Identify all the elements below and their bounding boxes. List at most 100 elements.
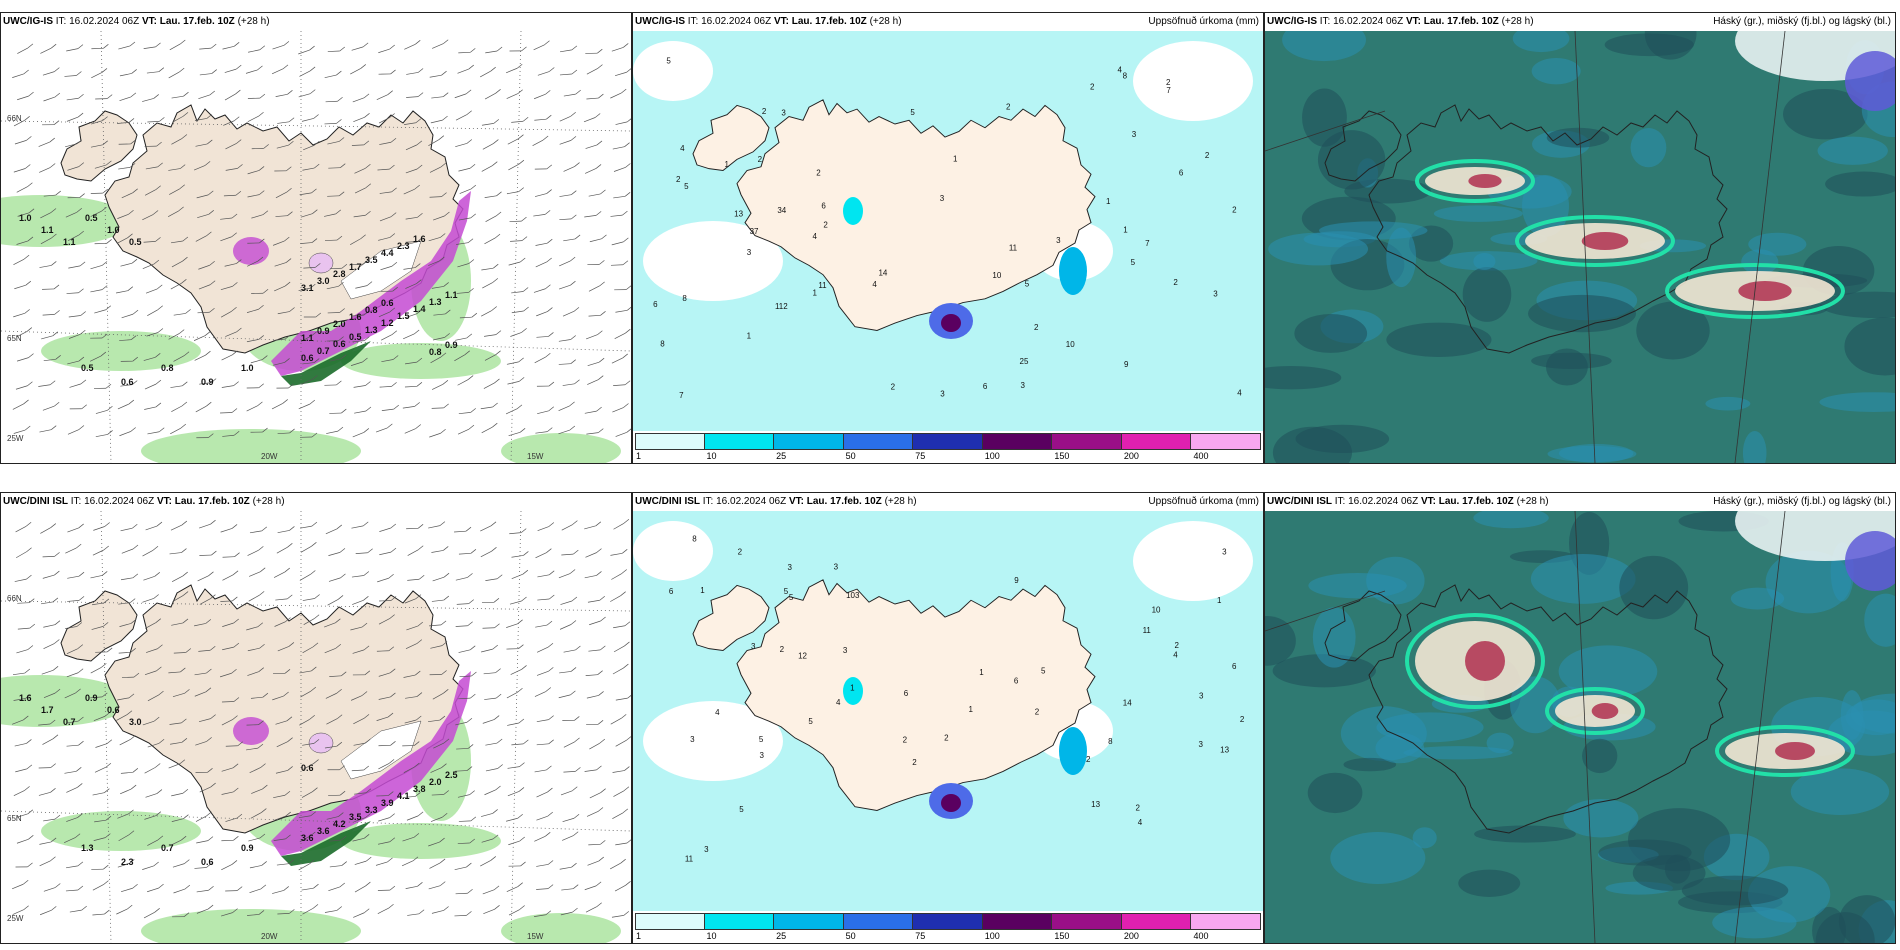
precip-total-label: 7 <box>1145 239 1150 248</box>
colorbar: 1 10 25 50 75 100 150 200 400 <box>635 433 1261 461</box>
wind-barb <box>353 113 370 123</box>
colorbar-swatch <box>843 913 914 930</box>
wind-barb <box>479 66 496 78</box>
boundary-line <box>1574 31 1596 463</box>
wind-barb <box>407 909 425 916</box>
wind-barb <box>585 670 603 676</box>
wind-barb <box>224 89 241 101</box>
wind-barb <box>433 309 451 316</box>
wind-barb <box>195 768 213 773</box>
wind-barb <box>563 645 581 653</box>
wind-barb <box>66 112 84 122</box>
wind-barb <box>430 812 448 822</box>
wind-barb <box>94 239 112 245</box>
panel-variable: Uppsöfnuð úrkoma (mm) <box>1148 496 1259 507</box>
precip-value-label: 0.6 <box>333 339 346 349</box>
wind-barb <box>95 94 113 100</box>
wind-barb <box>246 622 264 631</box>
low-cloud-patch <box>1294 314 1368 353</box>
precip-total-label: 37 <box>750 227 759 236</box>
precip-total-label: 1 <box>968 705 973 714</box>
low-cloud-patch <box>1302 88 1347 147</box>
wind-barb <box>431 282 449 289</box>
wind-barb <box>536 739 554 746</box>
wind-barb <box>301 375 318 385</box>
high-cloud-edge <box>1715 725 1855 777</box>
wind-barb <box>247 910 265 916</box>
wind-barb <box>196 433 214 439</box>
wind-barb <box>64 767 82 774</box>
wind-barb <box>199 594 216 605</box>
wind-barb <box>588 840 606 846</box>
wind-barb <box>561 520 578 531</box>
wind-barb <box>483 668 501 675</box>
wind-barb <box>537 67 555 76</box>
wind-barb <box>559 256 576 267</box>
precip-total-label: 5 <box>808 717 813 726</box>
wind-barb <box>117 209 134 219</box>
wind-barb <box>481 119 500 126</box>
wind-barb <box>558 359 576 365</box>
wind-barb <box>221 860 238 871</box>
wind-barb <box>324 119 342 125</box>
wind-barb <box>274 166 292 172</box>
wind-barb <box>350 357 368 366</box>
wind-barb <box>64 688 81 699</box>
wind-barb <box>170 236 189 244</box>
wind-barb <box>275 766 293 774</box>
wind-barb <box>246 401 263 412</box>
wind-barb <box>118 648 136 654</box>
precip-total-label: 10 <box>1152 605 1161 614</box>
wind-barb <box>248 567 266 577</box>
precip-value-label: 1.1 <box>445 290 458 300</box>
wet-area <box>1 195 131 247</box>
colorbar-tick: 50 <box>845 931 856 941</box>
wind-barb <box>612 808 629 820</box>
precip-core <box>1059 247 1087 295</box>
wind-barb <box>376 712 394 721</box>
wind-barb <box>536 787 553 798</box>
wind-barb <box>536 642 554 653</box>
wind-barb <box>147 305 163 316</box>
wind-barb <box>484 191 502 198</box>
wind-barb <box>354 881 371 893</box>
colorbar-swatch <box>1121 913 1192 930</box>
wind-barb <box>380 286 398 292</box>
wind-barb <box>196 885 214 893</box>
wet-area <box>501 433 621 463</box>
low-cloud-patch <box>1307 772 1363 814</box>
wind-barb <box>13 694 31 701</box>
wind-barb <box>352 93 370 103</box>
wind-barb <box>585 902 602 913</box>
grid-label: 66N <box>7 114 22 123</box>
panel-wind-igis: UWC/IG-IS IT: 16.02.2024 06Z VT: Lau. 17… <box>0 12 632 464</box>
wind-barb <box>146 328 164 337</box>
low-cloud-patch <box>1604 33 1694 57</box>
precip-total-label: 2 <box>1173 278 1178 287</box>
panel-variable: Uppsöfnuð úrkoma (mm) <box>1148 16 1259 27</box>
precip-value-label: 3.5 <box>349 812 362 822</box>
precip-total-label: 4 <box>813 232 818 241</box>
wind-barb <box>558 569 576 579</box>
panel-clouds-igis: UWC/IG-IS IT: 16.02.2024 06Z VT: Lau. 17… <box>1264 12 1896 464</box>
boundary-line <box>1734 511 1786 943</box>
wind-barb <box>533 910 552 918</box>
precip-total-label: 5 <box>789 593 794 602</box>
wind-barb <box>220 213 238 220</box>
wind-barb <box>560 596 578 605</box>
wind-barb <box>433 211 450 221</box>
wind-barb <box>142 94 159 102</box>
colorbar-swatch <box>913 913 983 930</box>
wind-barb <box>39 163 56 173</box>
wind-barb <box>39 856 56 867</box>
wind-barb <box>589 234 607 243</box>
precip-total-label: 2 <box>1166 78 1171 87</box>
wind-barb <box>173 351 190 362</box>
wind-barb <box>12 69 29 78</box>
wind-barb <box>90 333 108 339</box>
wind-barb <box>404 594 422 604</box>
wind-barb <box>91 68 108 79</box>
wind-barb <box>199 550 217 556</box>
wind-barb <box>506 813 523 822</box>
wind-barb <box>117 118 135 124</box>
